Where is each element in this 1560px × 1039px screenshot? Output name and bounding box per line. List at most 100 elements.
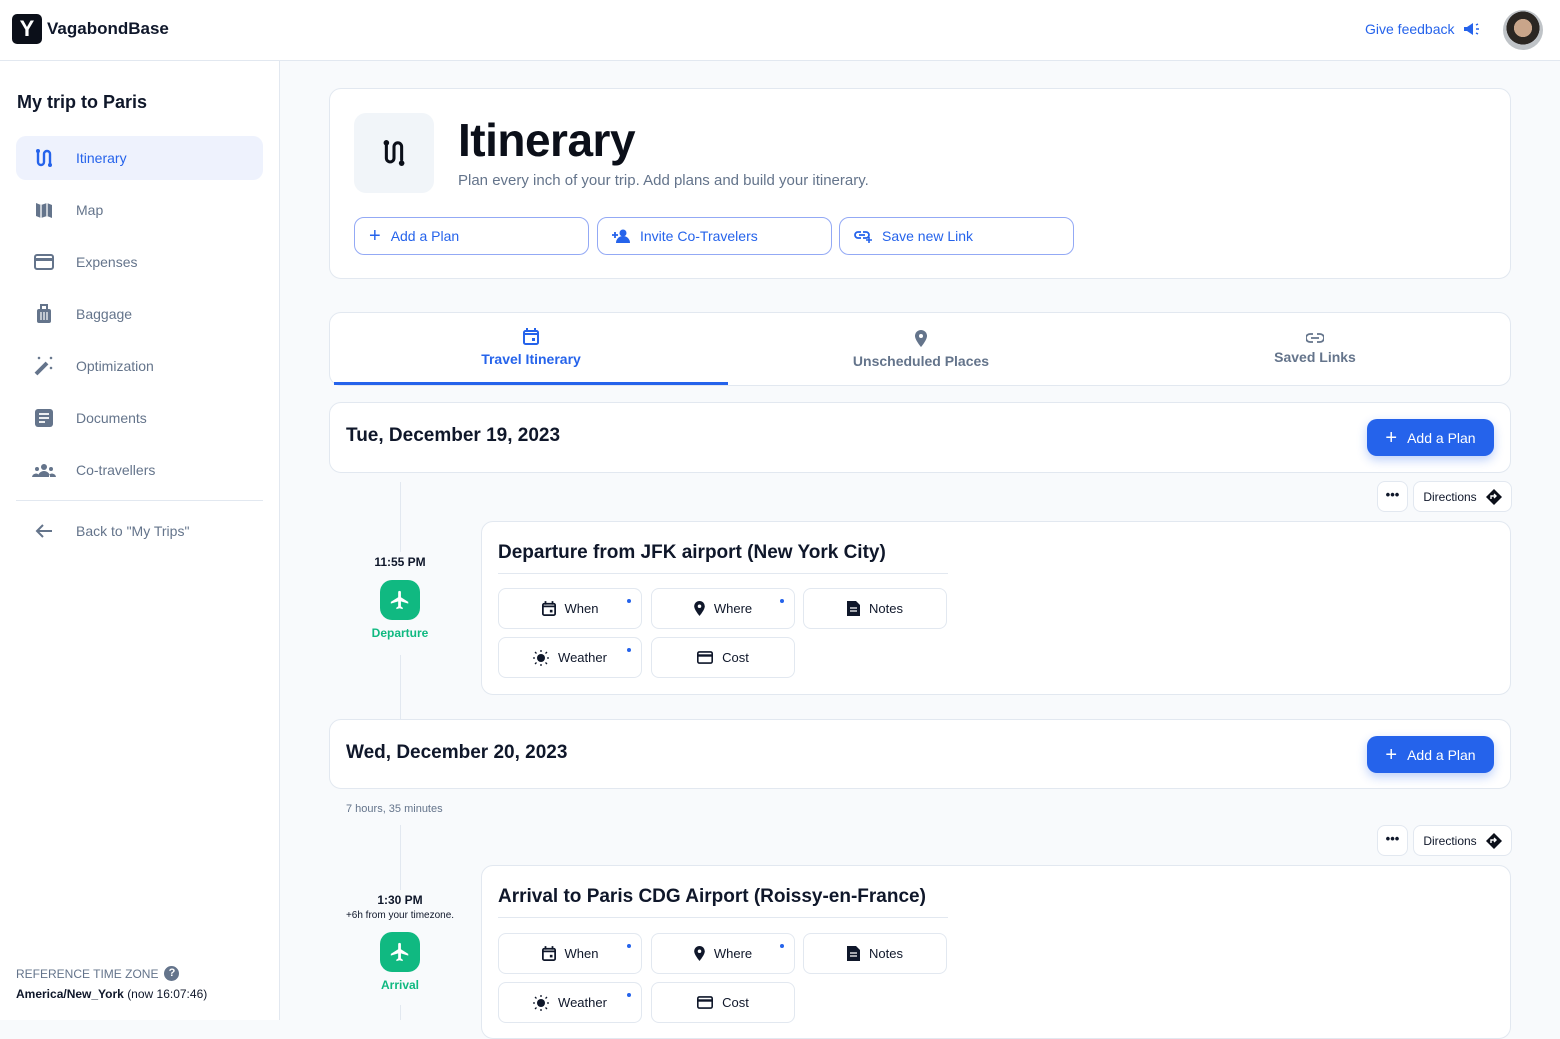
sidebar-item-label: Documents [76, 410, 147, 426]
save-new-link-button[interactable]: Save new Link [839, 217, 1074, 255]
tab-label: Unscheduled Places [852, 352, 990, 369]
plan-card[interactable]: Arrival to Paris CDG Airport (Roissy-en-… [481, 865, 1511, 1039]
sidebar-item-label: Co-travellers [76, 462, 156, 478]
map-pin-icon [694, 946, 705, 961]
status-dot [627, 944, 631, 948]
calendar-icon [541, 601, 556, 616]
sidebar-item-itinerary[interactable]: Itinerary [16, 136, 263, 180]
where-button[interactable]: Where [651, 933, 795, 974]
button-label: Notes [869, 946, 903, 961]
sidebar-item-optimization[interactable]: Optimization [16, 344, 263, 388]
plus-icon: + [369, 225, 381, 247]
cost-button[interactable]: Cost [651, 637, 795, 678]
cost-button[interactable]: Cost [651, 982, 795, 1023]
trip-title: My trip to Paris [17, 92, 148, 112]
credit-card-icon [697, 651, 714, 664]
button-label: Directions [1423, 489, 1477, 504]
plan-title: Departure from JFK airport (New York Cit… [498, 542, 948, 574]
map-icon [36, 203, 52, 218]
megaphone-icon [1463, 23, 1479, 35]
weather-button[interactable]: Weather [498, 637, 642, 678]
help-icon[interactable]: ? [164, 966, 180, 981]
when-button[interactable]: When [498, 933, 642, 974]
calendar-icon [523, 328, 539, 345]
route-icon [36, 149, 52, 167]
tab-saved-links[interactable]: Saved Links [1118, 313, 1512, 385]
invite-co-travelers-button[interactable]: Invite Co-Travelers [597, 217, 832, 255]
button-label: Cost [722, 995, 749, 1010]
map-pin-icon [694, 601, 705, 616]
travel-duration: 7 hours, 35 minutes [346, 803, 443, 815]
give-feedback-link[interactable]: Give feedback [1365, 21, 1481, 37]
more-options-button[interactable]: ••• [1377, 481, 1408, 512]
credit-card-icon [697, 996, 714, 1009]
plan-card[interactable]: Departure from JFK airport (New York Cit… [481, 521, 1511, 695]
button-label: Save new Link [882, 228, 974, 244]
notes-button[interactable]: Notes [803, 588, 947, 629]
document-icon [35, 409, 53, 427]
sidebar-item-expenses[interactable]: Expenses [16, 240, 263, 284]
plan-type-label: Departure [371, 626, 429, 640]
status-dot [627, 648, 631, 652]
link-icon [1306, 333, 1324, 343]
directions-icon [1485, 488, 1502, 505]
sidebar-item-documents[interactable]: Documents [16, 396, 263, 440]
day-header: Tue, December 19, 2023 + Add a Plan [329, 402, 1511, 473]
back-label: Back to "My Trips" [76, 523, 190, 539]
timeline-line [400, 1005, 401, 1020]
calendar-icon [541, 946, 556, 961]
sidebar-item-baggage[interactable]: Baggage [16, 292, 263, 336]
tab-travel-itinerary[interactable]: Travel Itinerary [334, 313, 728, 385]
timeline-line [400, 482, 401, 552]
itinerary-header-card: Itinerary Plan every inch of your trip. … [329, 88, 1511, 279]
magic-wand-icon [34, 356, 53, 376]
user-avatar[interactable] [1503, 10, 1543, 50]
tab-unscheduled-places[interactable]: Unscheduled Places [724, 313, 1118, 385]
notes-icon [847, 601, 861, 616]
directions-button[interactable]: Directions [1413, 825, 1512, 856]
departure-plane-icon [380, 580, 420, 620]
button-label: Cost [722, 650, 749, 665]
button-label: Directions [1423, 833, 1477, 848]
button-label: Where [713, 601, 753, 616]
luggage-icon [37, 304, 51, 323]
sun-icon [533, 994, 550, 1011]
add-plan-button[interactable]: + Add a Plan [1367, 736, 1494, 773]
add-person-icon [612, 229, 630, 243]
credit-card-icon [34, 254, 54, 270]
sidebar-item-map[interactable]: Map [16, 188, 263, 232]
page-subtitle: Plan every inch of your trip. Add plans … [458, 172, 869, 189]
top-bar: Y VagabondBase Give feedback [0, 0, 1560, 61]
plus-icon: + [1385, 426, 1398, 449]
day-date: Tue, December 19, 2023 [346, 425, 561, 446]
add-plan-button[interactable]: + Add a Plan [1367, 419, 1494, 456]
tabs-bar: Travel Itinerary Unscheduled Places Save… [329, 312, 1511, 386]
brand-name[interactable]: VagabondBase [47, 19, 169, 38]
button-label: Add a Plan [1407, 746, 1476, 763]
tz-label-text: REFERENCE TIME ZONE [16, 966, 159, 981]
button-label: Add a Plan [390, 228, 460, 244]
button-label: Add a Plan [1407, 429, 1476, 446]
directions-button[interactable]: Directions [1413, 481, 1512, 512]
plan-title: Arrival to Paris CDG Airport (Roissy-en-… [498, 886, 948, 918]
more-options-button[interactable]: ••• [1377, 825, 1408, 856]
reference-timezone-value: America/New_York (now 16:07:46) [16, 987, 207, 1001]
button-label: Weather [558, 995, 607, 1010]
add-link-icon [854, 231, 872, 243]
sidebar-item-co-travellers[interactable]: Co-travellers [16, 448, 263, 492]
back-to-my-trips[interactable]: Back to "My Trips" [16, 509, 263, 553]
status-dot [627, 599, 631, 603]
notes-button[interactable]: Notes [803, 933, 947, 974]
button-label: When [564, 601, 599, 616]
where-button[interactable]: Where [651, 588, 795, 629]
page-title: Itinerary [458, 114, 636, 166]
directions-icon [1485, 832, 1502, 849]
sun-icon [533, 649, 550, 666]
logo[interactable]: Y [12, 14, 42, 44]
add-plan-button[interactable]: + Add a Plan [354, 217, 589, 255]
sidebar [0, 61, 280, 1020]
arrow-left-icon [35, 524, 52, 538]
when-button[interactable]: When [498, 588, 642, 629]
timezone-offset: +6h from your timezone. [345, 910, 455, 921]
weather-button[interactable]: Weather [498, 982, 642, 1023]
